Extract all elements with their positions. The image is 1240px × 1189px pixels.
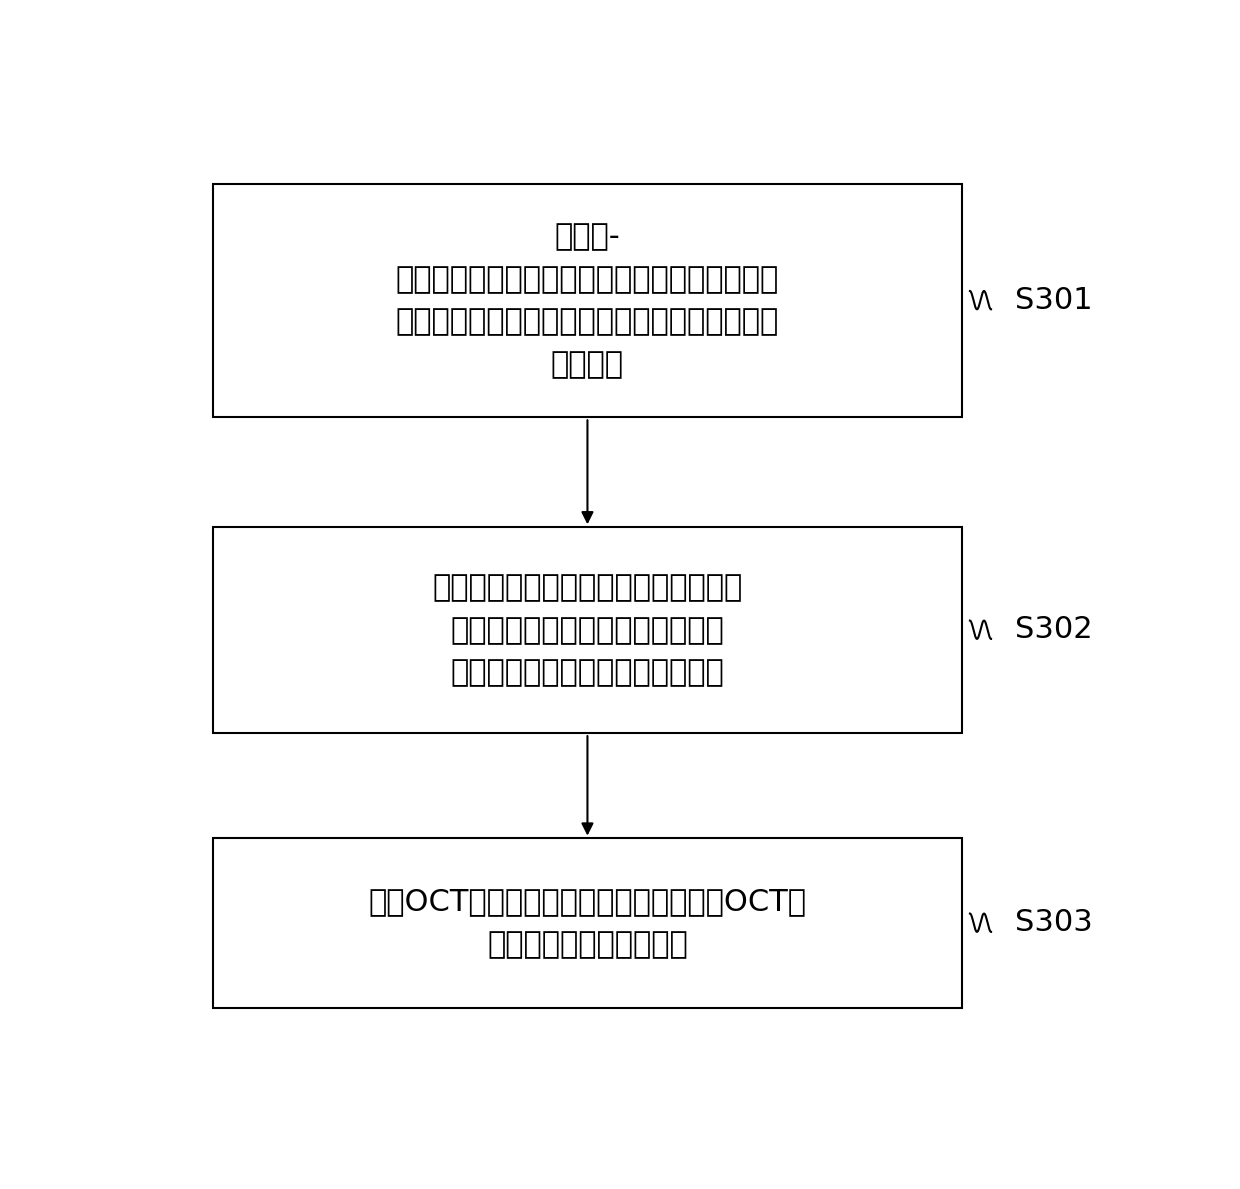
Text: 取磷脂-
聚乙二醇和吲哚菁绿分别加入到蒸馏水中，配制
成溶液，然后混合两种溶液得到吲哚菁绿纳米材
料造影剂: 取磷脂- 聚乙二醇和吲哚菁绿分别加入到蒸馏水中，配制 成溶液，然后混合两种溶液得…: [396, 222, 779, 379]
Text: 开启OCT成像系统以获取所述成像目标的OCT成
像出具有深度范围的图像: 开启OCT成像系统以获取所述成像目标的OCT成 像出具有深度范围的图像: [368, 887, 806, 960]
FancyBboxPatch shape: [213, 184, 962, 417]
Text: S303: S303: [1016, 908, 1092, 937]
FancyBboxPatch shape: [213, 527, 962, 734]
Text: 对成像目标注射所述吲哚菁绿纳米材料
造影剂，使所述吲哚菁绿纳米材料
造影剂在所述成像目标内自由渗透: 对成像目标注射所述吲哚菁绿纳米材料 造影剂，使所述吲哚菁绿纳米材料 造影剂在所述…: [433, 573, 743, 687]
Text: S302: S302: [1016, 615, 1092, 644]
Text: S301: S301: [1016, 285, 1092, 315]
FancyBboxPatch shape: [213, 838, 962, 1008]
